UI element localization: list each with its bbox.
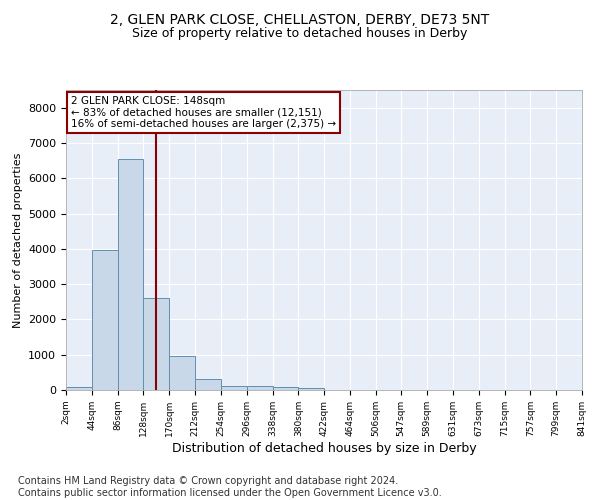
Text: Size of property relative to detached houses in Derby: Size of property relative to detached ho… — [133, 28, 467, 40]
Bar — [169, 356, 195, 390]
Bar — [247, 386, 272, 390]
X-axis label: Distribution of detached houses by size in Derby: Distribution of detached houses by size … — [172, 442, 476, 454]
Bar — [298, 388, 325, 390]
Bar — [195, 379, 221, 390]
Bar — [118, 159, 143, 390]
Text: 2 GLEN PARK CLOSE: 148sqm
← 83% of detached houses are smaller (12,151)
16% of s: 2 GLEN PARK CLOSE: 148sqm ← 83% of detac… — [71, 96, 336, 129]
Bar — [272, 387, 298, 390]
Bar — [143, 298, 169, 390]
Y-axis label: Number of detached properties: Number of detached properties — [13, 152, 23, 328]
Text: Contains HM Land Registry data © Crown copyright and database right 2024.
Contai: Contains HM Land Registry data © Crown c… — [18, 476, 442, 498]
Bar — [221, 386, 247, 390]
Bar — [66, 388, 92, 390]
Bar — [92, 250, 118, 390]
Text: 2, GLEN PARK CLOSE, CHELLASTON, DERBY, DE73 5NT: 2, GLEN PARK CLOSE, CHELLASTON, DERBY, D… — [110, 12, 490, 26]
